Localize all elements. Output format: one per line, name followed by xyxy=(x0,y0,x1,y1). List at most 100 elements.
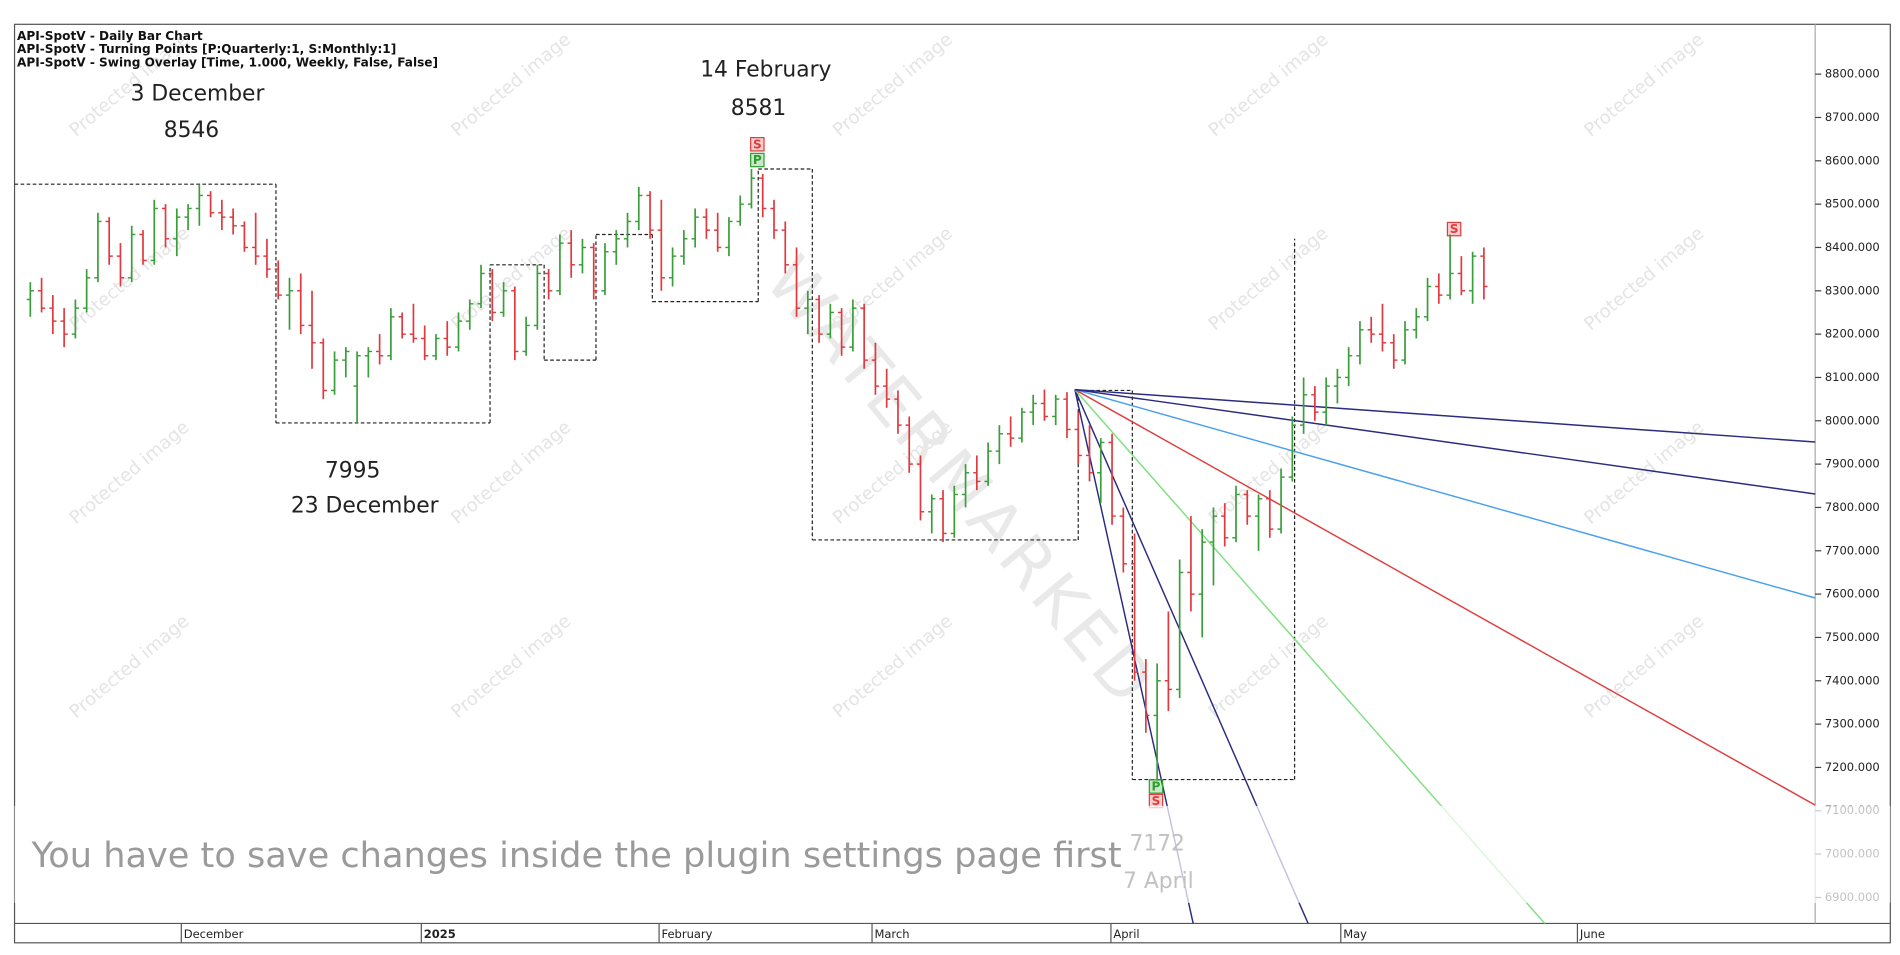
ohlc-bar xyxy=(691,208,699,248)
y-tick-label: 8800.000 xyxy=(1825,67,1880,81)
ohlc-bar xyxy=(1243,490,1251,525)
ohlc-bar xyxy=(815,295,823,343)
ohlc-bar xyxy=(364,347,372,378)
ohlc-bar xyxy=(353,351,361,423)
ohlc-bar xyxy=(837,308,846,356)
ohlc-bar xyxy=(1176,559,1184,699)
ohlc-bar xyxy=(319,338,327,400)
ohlc-bar xyxy=(1164,611,1173,712)
ohlc-bar xyxy=(1063,392,1071,439)
ohlc-bar xyxy=(1401,321,1409,365)
y-tick-label: 8000.000 xyxy=(1825,413,1880,427)
y-tick-label: 8400.000 xyxy=(1825,240,1880,254)
ohlc-bar xyxy=(116,243,125,287)
ohlc-bar xyxy=(533,264,542,330)
x-tick-label: May xyxy=(1343,927,1367,941)
ohlc-bar xyxy=(1097,438,1105,504)
ohlc-bar xyxy=(792,247,801,317)
ohlc-bar xyxy=(601,243,609,296)
ohlc-bar xyxy=(1435,273,1443,304)
ohlc-bar xyxy=(387,308,395,361)
ohlc-bar xyxy=(206,191,215,218)
ohlc-bar xyxy=(905,416,913,473)
ohlc-bar xyxy=(26,282,34,317)
ohlc-bar xyxy=(567,230,575,278)
ohlc-bar xyxy=(804,290,812,335)
ohlc-bar xyxy=(139,230,147,265)
y-tick-label: 8100.000 xyxy=(1825,370,1880,384)
ohlc-bar xyxy=(161,204,170,248)
header-line: API-SpotV - Turning Points [P:Quarterly:… xyxy=(17,42,396,56)
ohlc-bar xyxy=(128,225,136,283)
x-tick-label: 2025 xyxy=(424,927,456,941)
ohlc-bar xyxy=(556,234,564,296)
ohlc-bar xyxy=(1052,394,1060,426)
ohlc-bar xyxy=(646,191,654,239)
ohlc-bar xyxy=(747,169,756,209)
ohlc-bar xyxy=(939,490,947,543)
ohlc-bar xyxy=(1390,334,1398,369)
x-tick-label: February xyxy=(661,927,712,941)
ohlc-bar xyxy=(499,282,508,317)
ohlc-bar xyxy=(657,199,665,291)
ohlc-bar xyxy=(612,230,620,265)
fan-line xyxy=(1074,388,1816,806)
ohlc-bar xyxy=(1085,425,1094,482)
ohlc-bar xyxy=(488,269,496,322)
ohlc-bar xyxy=(71,299,80,339)
ohlc-bar xyxy=(522,316,530,356)
ohlc-bar xyxy=(1288,416,1296,482)
ohlc-bar xyxy=(150,199,158,265)
fan-line xyxy=(1074,388,1816,495)
ohlc-bar xyxy=(432,334,440,361)
ohlc-bar xyxy=(195,184,203,226)
ohlc-bar xyxy=(83,269,91,313)
x-tick-label: December xyxy=(184,927,244,941)
ohlc-bar xyxy=(725,217,733,257)
ohlc-bar xyxy=(1299,377,1308,434)
header-line: API-SpotV - Swing Overlay [Time, 1.000, … xyxy=(17,56,438,70)
header-line: API-SpotV - Daily Bar Chart xyxy=(17,29,203,43)
y-tick-label: 7500.000 xyxy=(1825,630,1880,644)
ohlc-bar xyxy=(342,347,350,378)
x-tick-label: June xyxy=(1579,927,1605,941)
y-tick-label: 8700.000 xyxy=(1825,110,1880,124)
ohlc-bar xyxy=(466,299,474,330)
ohlc-bar xyxy=(285,277,294,330)
y-tick-label: 8200.000 xyxy=(1825,327,1880,341)
ohlc-bar xyxy=(421,325,429,361)
turning-point-box xyxy=(1148,779,1164,794)
y-tick-label: 8500.000 xyxy=(1825,197,1880,211)
ohlc-bar xyxy=(849,299,857,352)
ohlc-bar xyxy=(1187,516,1195,612)
ohlc-bar xyxy=(973,455,981,491)
ohlc-bar xyxy=(916,455,925,521)
turning-point-box xyxy=(750,152,765,168)
ohlc-bar xyxy=(1266,490,1274,538)
ohlc-bar xyxy=(961,464,970,508)
x-tick-label: April xyxy=(1113,927,1139,941)
y-tick-label: 8600.000 xyxy=(1825,153,1880,167)
y-tick-label: 7600.000 xyxy=(1825,587,1880,601)
ohlc-bar xyxy=(759,173,767,218)
ohlc-bar xyxy=(240,221,249,252)
turning-point-label: S xyxy=(1450,222,1459,236)
ohlc-bar xyxy=(1457,256,1465,296)
y-tick-label: 7700.000 xyxy=(1825,543,1880,557)
ohlc-bar xyxy=(1221,503,1229,547)
ohlc-bar xyxy=(274,260,282,300)
ohlc-bar xyxy=(454,312,463,352)
ohlc-bar xyxy=(1412,308,1420,339)
ohlc-bar xyxy=(184,204,192,231)
fan-line xyxy=(1074,388,1816,599)
fan-line xyxy=(1074,388,1816,443)
ohlc-bar xyxy=(950,485,958,538)
ohlc-bar xyxy=(37,277,46,313)
annotation: 8546 xyxy=(164,118,219,143)
annotation: 23 December xyxy=(291,494,439,519)
ohlc-bar xyxy=(590,243,598,300)
ohlc-bar xyxy=(252,212,260,265)
ohlc-bar xyxy=(1119,507,1127,573)
ohlc-bar xyxy=(1356,321,1364,365)
ohlc-bar xyxy=(1209,507,1218,586)
